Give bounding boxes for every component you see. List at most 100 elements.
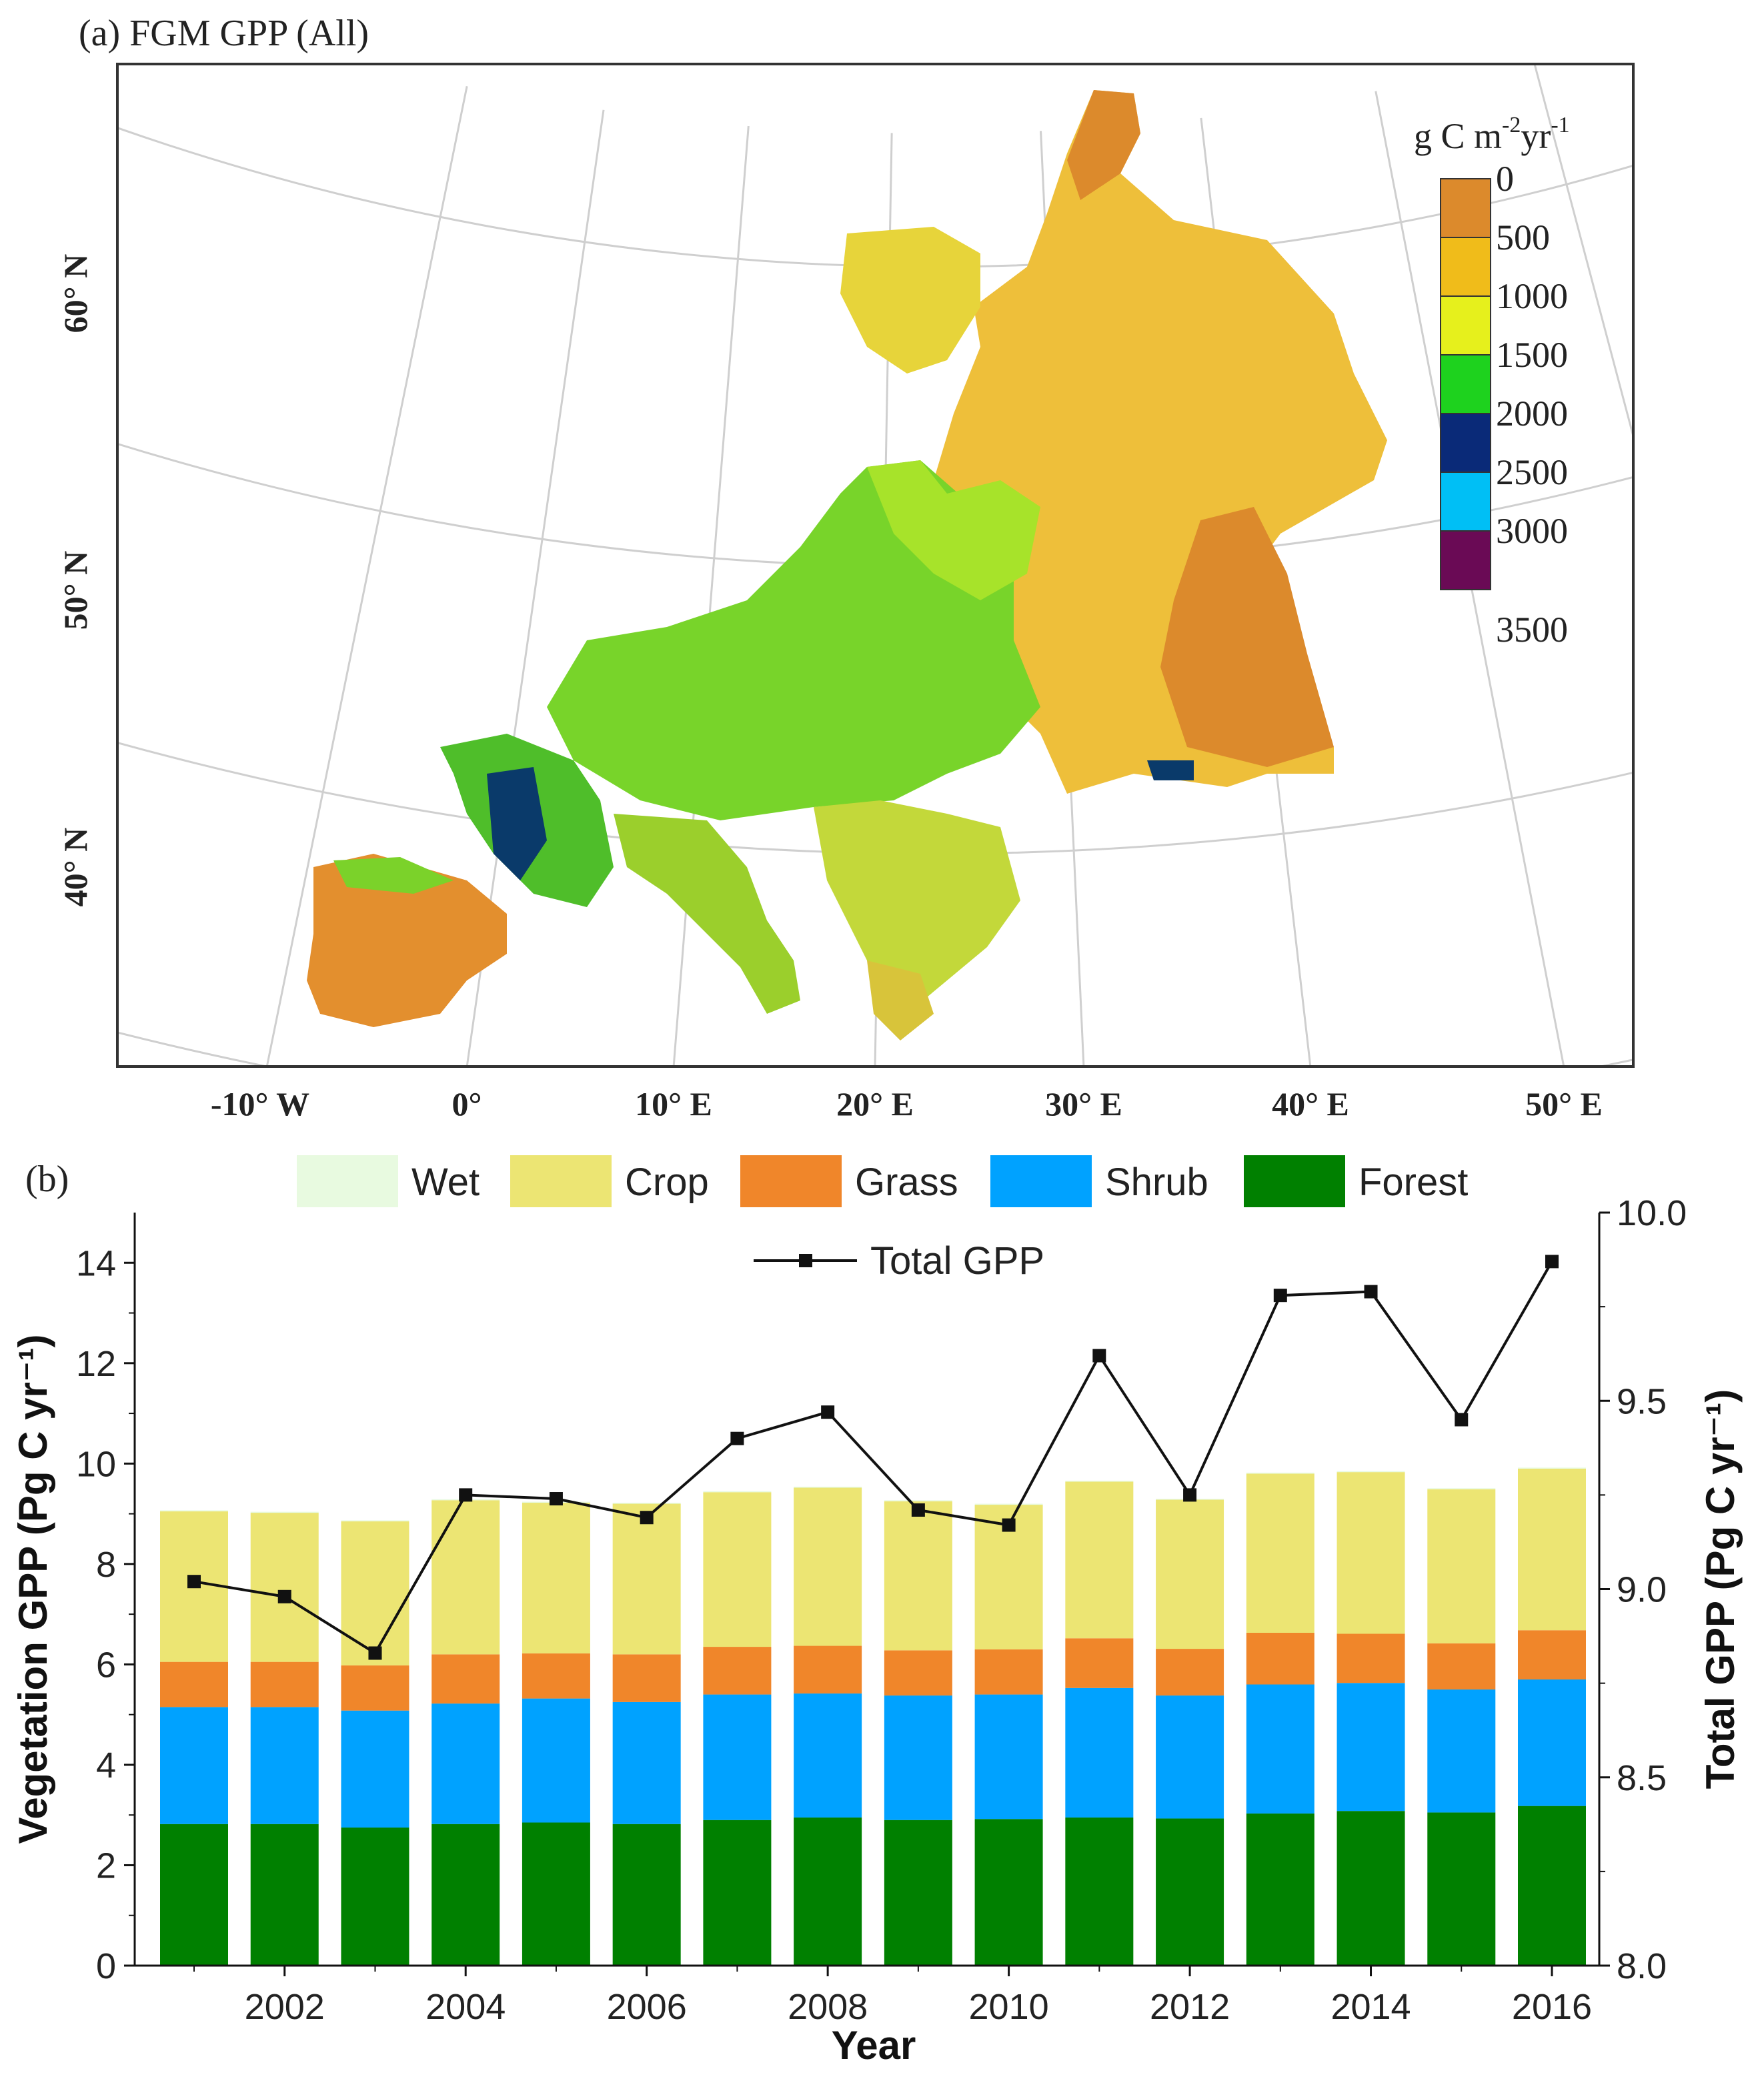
y-tick-label: 4 <box>96 1746 116 1786</box>
bar-wet <box>974 1503 1043 1505</box>
bar-wet <box>1427 1488 1496 1489</box>
legend-swatch-shrub <box>990 1155 1092 1207</box>
longitude-line <box>1679 11 1764 1067</box>
bar-wet <box>703 1491 772 1493</box>
longitude-label: 50° E <box>1525 1085 1603 1123</box>
bar-forest <box>1337 1811 1405 1966</box>
x-tick-label: 2016 <box>1512 1987 1592 2027</box>
bar-forest <box>431 1824 500 1966</box>
iberia-north <box>333 857 454 894</box>
bar-grass <box>974 1649 1043 1695</box>
bar-forest <box>1246 1813 1314 1966</box>
total-gpp-point <box>1092 1349 1106 1363</box>
colorbar-label: 1000 <box>1496 276 1568 316</box>
x-axis-title: Year <box>832 2023 916 2068</box>
latitude-labels: 60° N 50° N 40° N <box>57 254 94 907</box>
longitude-label: 20° E <box>836 1085 914 1123</box>
total-gpp-point <box>730 1431 744 1445</box>
y2-tick-label: 9.5 <box>1617 1381 1667 1421</box>
bar-grass <box>1518 1630 1586 1679</box>
bar-crop <box>884 1501 952 1651</box>
bar-shrub <box>1518 1679 1586 1806</box>
total-gpp-point <box>911 1503 925 1517</box>
southeast-region <box>1160 507 1334 767</box>
bar-wet <box>160 1510 228 1511</box>
bar-crop <box>794 1487 862 1646</box>
bar-grass <box>341 1665 409 1711</box>
bar-crop <box>1065 1481 1134 1639</box>
unit-sup-1: -2 <box>1502 113 1521 137</box>
bar-shrub <box>431 1703 500 1824</box>
bar-crop <box>1337 1472 1405 1634</box>
total-gpp-point <box>1545 1255 1559 1269</box>
unit-base-2: yr <box>1521 116 1551 156</box>
y-axis-title: Vegetation GPP (Pg C yr⁻¹) <box>11 1334 55 1844</box>
bar-grass <box>884 1650 952 1696</box>
legend-swatch-wet <box>297 1155 398 1207</box>
colorbar-label: 2000 <box>1496 394 1568 434</box>
total-gpp-point <box>549 1492 563 1506</box>
bar-forest <box>1156 1818 1224 1966</box>
colorbar-label: 500 <box>1496 217 1550 257</box>
total-gpp-point <box>459 1488 473 1502</box>
y-tick-label: 14 <box>76 1243 116 1283</box>
legend-marker-total <box>799 1254 812 1267</box>
colorbar-swatch <box>1440 354 1491 414</box>
x-tick-label: 2006 <box>607 1987 687 2027</box>
unit-base-1: g C m <box>1414 116 1502 156</box>
chart-legend: Wet Crop Grass Shrub Forest Total GPP <box>297 1155 1468 1283</box>
bar-forest <box>612 1824 681 1966</box>
colorbar-unit: g C m-2yr-1 <box>1414 113 1570 156</box>
total-gpp-point <box>1183 1488 1197 1502</box>
legend-label-total: Total GPP <box>870 1239 1044 1283</box>
bar-shrub <box>250 1707 319 1824</box>
y2-tick-label: 9.0 <box>1617 1570 1667 1610</box>
colorbar-label: 2500 <box>1496 452 1568 492</box>
legend-swatch-forest <box>1244 1155 1345 1207</box>
legend-label-forest: Forest <box>1359 1161 1468 1204</box>
total-gpp-point <box>277 1589 291 1603</box>
bar-shrub <box>1065 1687 1134 1818</box>
y2-tick-label: 8.0 <box>1617 1946 1667 1986</box>
bar-crop <box>431 1500 500 1655</box>
x-tick-label: 2010 <box>969 1987 1049 2027</box>
longitude-label: -10° W <box>211 1085 309 1123</box>
colorbar-swatch <box>1440 472 1491 532</box>
bar-grass <box>522 1653 590 1699</box>
baltic-region <box>867 460 1040 600</box>
colorbar-swatch <box>1440 178 1491 238</box>
y-tick-label: 6 <box>96 1645 116 1685</box>
gpp-colorbar: g C m-2yr-1 0 500 1000 1500 2000 2500 3000 3500 <box>1414 113 1570 650</box>
y2-tick-label: 10.0 <box>1617 1193 1687 1233</box>
bar-shrub <box>1156 1695 1224 1819</box>
legend-swatch-grass <box>740 1155 842 1207</box>
bar-shrub <box>703 1694 772 1820</box>
iberia-region <box>307 854 507 1027</box>
bar-forest <box>974 1819 1043 1966</box>
bar-grass <box>431 1654 500 1704</box>
bar-wet <box>1337 1471 1405 1473</box>
x-tick-label: 2014 <box>1331 1987 1411 2027</box>
bar-crop <box>250 1513 319 1662</box>
bar-shrub <box>884 1695 952 1820</box>
bar-crop <box>612 1503 681 1655</box>
x-tick-label: 2012 <box>1150 1987 1230 2027</box>
y2-tick-label: 8.5 <box>1617 1758 1667 1798</box>
greece-region <box>867 960 934 1040</box>
total-gpp-line <box>193 1261 1553 1655</box>
total-gpp-point <box>1002 1518 1016 1532</box>
colorbar-label: 0 <box>1496 159 1514 199</box>
colorbar-swatch <box>1440 237 1491 297</box>
legend-label-grass: Grass <box>855 1161 958 1204</box>
bar-crop <box>341 1521 409 1665</box>
colorbar-swatch <box>1440 413 1491 473</box>
bar-forest <box>1518 1806 1586 1966</box>
bar-wet <box>250 1511 319 1513</box>
bar-grass <box>160 1661 228 1707</box>
bar-wet <box>341 1520 409 1521</box>
bar-wet <box>612 1503 681 1504</box>
total-gpp-point <box>1364 1285 1378 1299</box>
bar-forest <box>250 1824 319 1966</box>
legend-swatch-crop <box>510 1155 612 1207</box>
longitude-label: 30° E <box>1045 1085 1122 1123</box>
